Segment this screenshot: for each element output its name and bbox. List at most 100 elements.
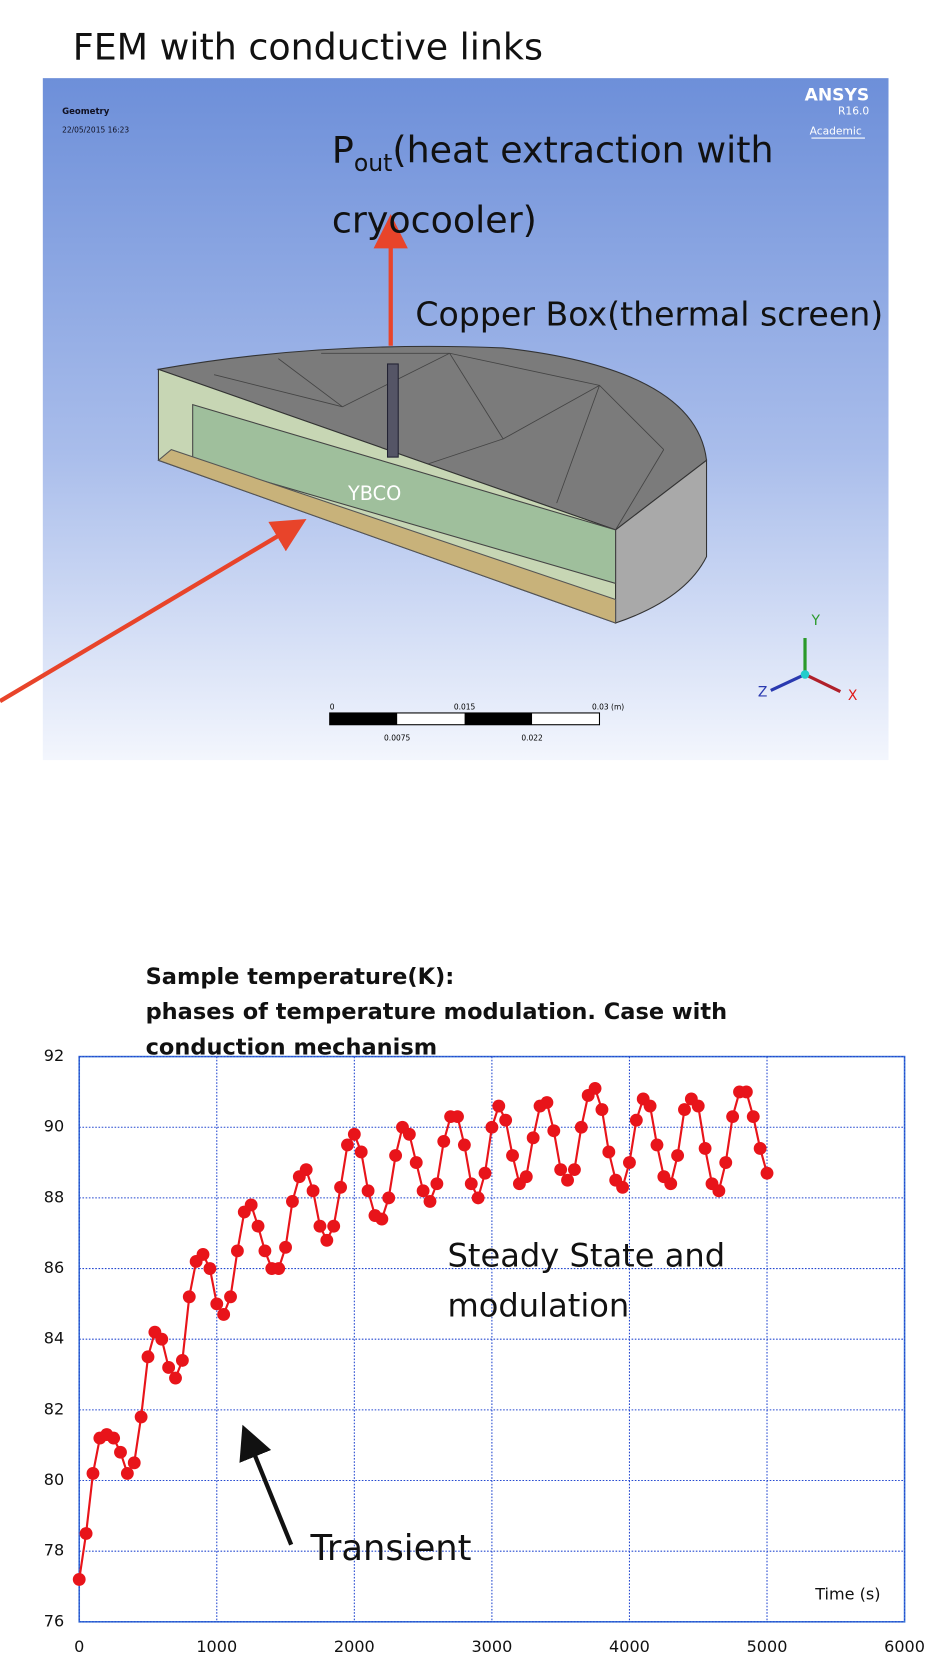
data-point: [568, 1163, 581, 1176]
data-point: [424, 1195, 437, 1208]
scale-label: 0.0075: [384, 734, 410, 743]
y-tick-label: 76: [44, 1611, 64, 1630]
data-point: [341, 1138, 354, 1151]
y-tick-label: 78: [44, 1541, 64, 1560]
data-point: [651, 1138, 664, 1151]
data-point: [678, 1103, 691, 1116]
data-point: [403, 1128, 416, 1141]
data-point: [121, 1467, 134, 1480]
data-point: [719, 1156, 732, 1169]
x-tick-label: 4000: [609, 1637, 650, 1656]
x-tick-label: 1000: [196, 1637, 237, 1656]
data-point: [451, 1110, 464, 1123]
data-point: [699, 1142, 712, 1155]
data-point: [382, 1191, 395, 1204]
y-tick-label: 86: [44, 1258, 64, 1277]
copper-box-label: Copper Box(thermal screen): [415, 294, 883, 333]
data-point: [417, 1184, 430, 1197]
data-point: [540, 1096, 553, 1109]
data-point: [245, 1199, 258, 1212]
data-point: [726, 1110, 739, 1123]
data-point: [348, 1128, 361, 1141]
y-tick-label: 92: [44, 1046, 64, 1065]
render-date: 22/05/2015 16:23: [62, 126, 129, 135]
data-point: [334, 1181, 347, 1194]
x-axis-label: Time (s): [814, 1585, 880, 1604]
scale-label: 0.015: [454, 703, 476, 712]
chart-heading: Sample temperature(K):phases of temperat…: [146, 959, 788, 1065]
logo: ANSYS: [805, 85, 870, 105]
transient-annotation: Transient: [309, 1528, 471, 1569]
scale-label: 0: [330, 703, 335, 712]
data-point: [286, 1195, 299, 1208]
data-point: [362, 1184, 375, 1197]
data-point: [554, 1163, 567, 1176]
data-point: [712, 1184, 725, 1197]
data-point: [224, 1290, 237, 1303]
data-point: [692, 1100, 705, 1113]
data-point: [389, 1149, 402, 1162]
scale-label: 0.03 (m): [592, 703, 624, 712]
x-tick-label: 2000: [334, 1637, 375, 1656]
data-point: [307, 1184, 320, 1197]
data-point: [300, 1163, 313, 1176]
data-point: [616, 1181, 629, 1194]
data-point: [492, 1100, 505, 1113]
data-point: [142, 1350, 155, 1363]
data-point: [630, 1114, 643, 1127]
steady-annotation: Steady State and modulation: [447, 1231, 752, 1332]
data-point: [375, 1213, 388, 1226]
page: FEM with conductive links Geometry 22/05…: [0, 0, 941, 1678]
x-tick-label: 6000: [884, 1637, 925, 1656]
pout-main: P: [332, 130, 354, 173]
data-point: [210, 1297, 223, 1310]
steady-box: Steady State and modulation: [447, 1231, 790, 1338]
data-point: [272, 1262, 285, 1275]
data-point: [479, 1167, 492, 1180]
pout-rest: (heat extraction with cryocooler): [332, 130, 774, 241]
data-point: [217, 1308, 230, 1321]
data-point: [203, 1262, 216, 1275]
data-point: [671, 1149, 684, 1162]
pout-label: Pout(heat extraction with cryocooler): [332, 123, 835, 241]
data-point: [623, 1156, 636, 1169]
data-point: [527, 1131, 540, 1144]
data-point: [155, 1333, 168, 1346]
data-point: [314, 1220, 327, 1233]
data-point: [575, 1121, 588, 1134]
data-point: [499, 1114, 512, 1127]
data-point: [596, 1103, 609, 1116]
data-point: [252, 1220, 265, 1233]
data-point: [355, 1146, 368, 1159]
data-point: [80, 1527, 93, 1540]
slide: FEM with conductive links Geometry 22/05…: [0, 0, 941, 1678]
version: R16.0: [838, 104, 869, 117]
chart-subtitle: phases of temperature modulation. Case w…: [146, 994, 772, 1065]
data-point: [437, 1135, 450, 1148]
scale-bar: [330, 713, 397, 725]
data-point: [747, 1110, 760, 1123]
x-tick-label: 3000: [471, 1637, 512, 1656]
y-tick-label: 88: [44, 1187, 64, 1206]
axis-label: Y: [810, 613, 820, 629]
data-point: [430, 1177, 443, 1190]
data-point: [183, 1290, 196, 1303]
data-point: [197, 1248, 210, 1261]
x-tick-label: 0: [74, 1637, 84, 1656]
data-point: [644, 1100, 657, 1113]
data-point: [114, 1446, 127, 1459]
data-point: [73, 1573, 86, 1586]
data-point: [279, 1241, 292, 1254]
data-point: [410, 1156, 423, 1169]
data-point: [320, 1234, 333, 1247]
data-point: [520, 1170, 533, 1183]
chart-title-box: Sample temperature(K):phases of temperat…: [146, 959, 788, 1066]
y-tick-label: 84: [44, 1329, 64, 1348]
y-tick-label: 82: [44, 1399, 64, 1418]
data-point: [561, 1174, 574, 1187]
data-point: [128, 1456, 141, 1469]
scale-bar: [465, 713, 532, 725]
data-point: [258, 1244, 271, 1257]
chart-title: Sample temperature(K):: [146, 959, 788, 994]
